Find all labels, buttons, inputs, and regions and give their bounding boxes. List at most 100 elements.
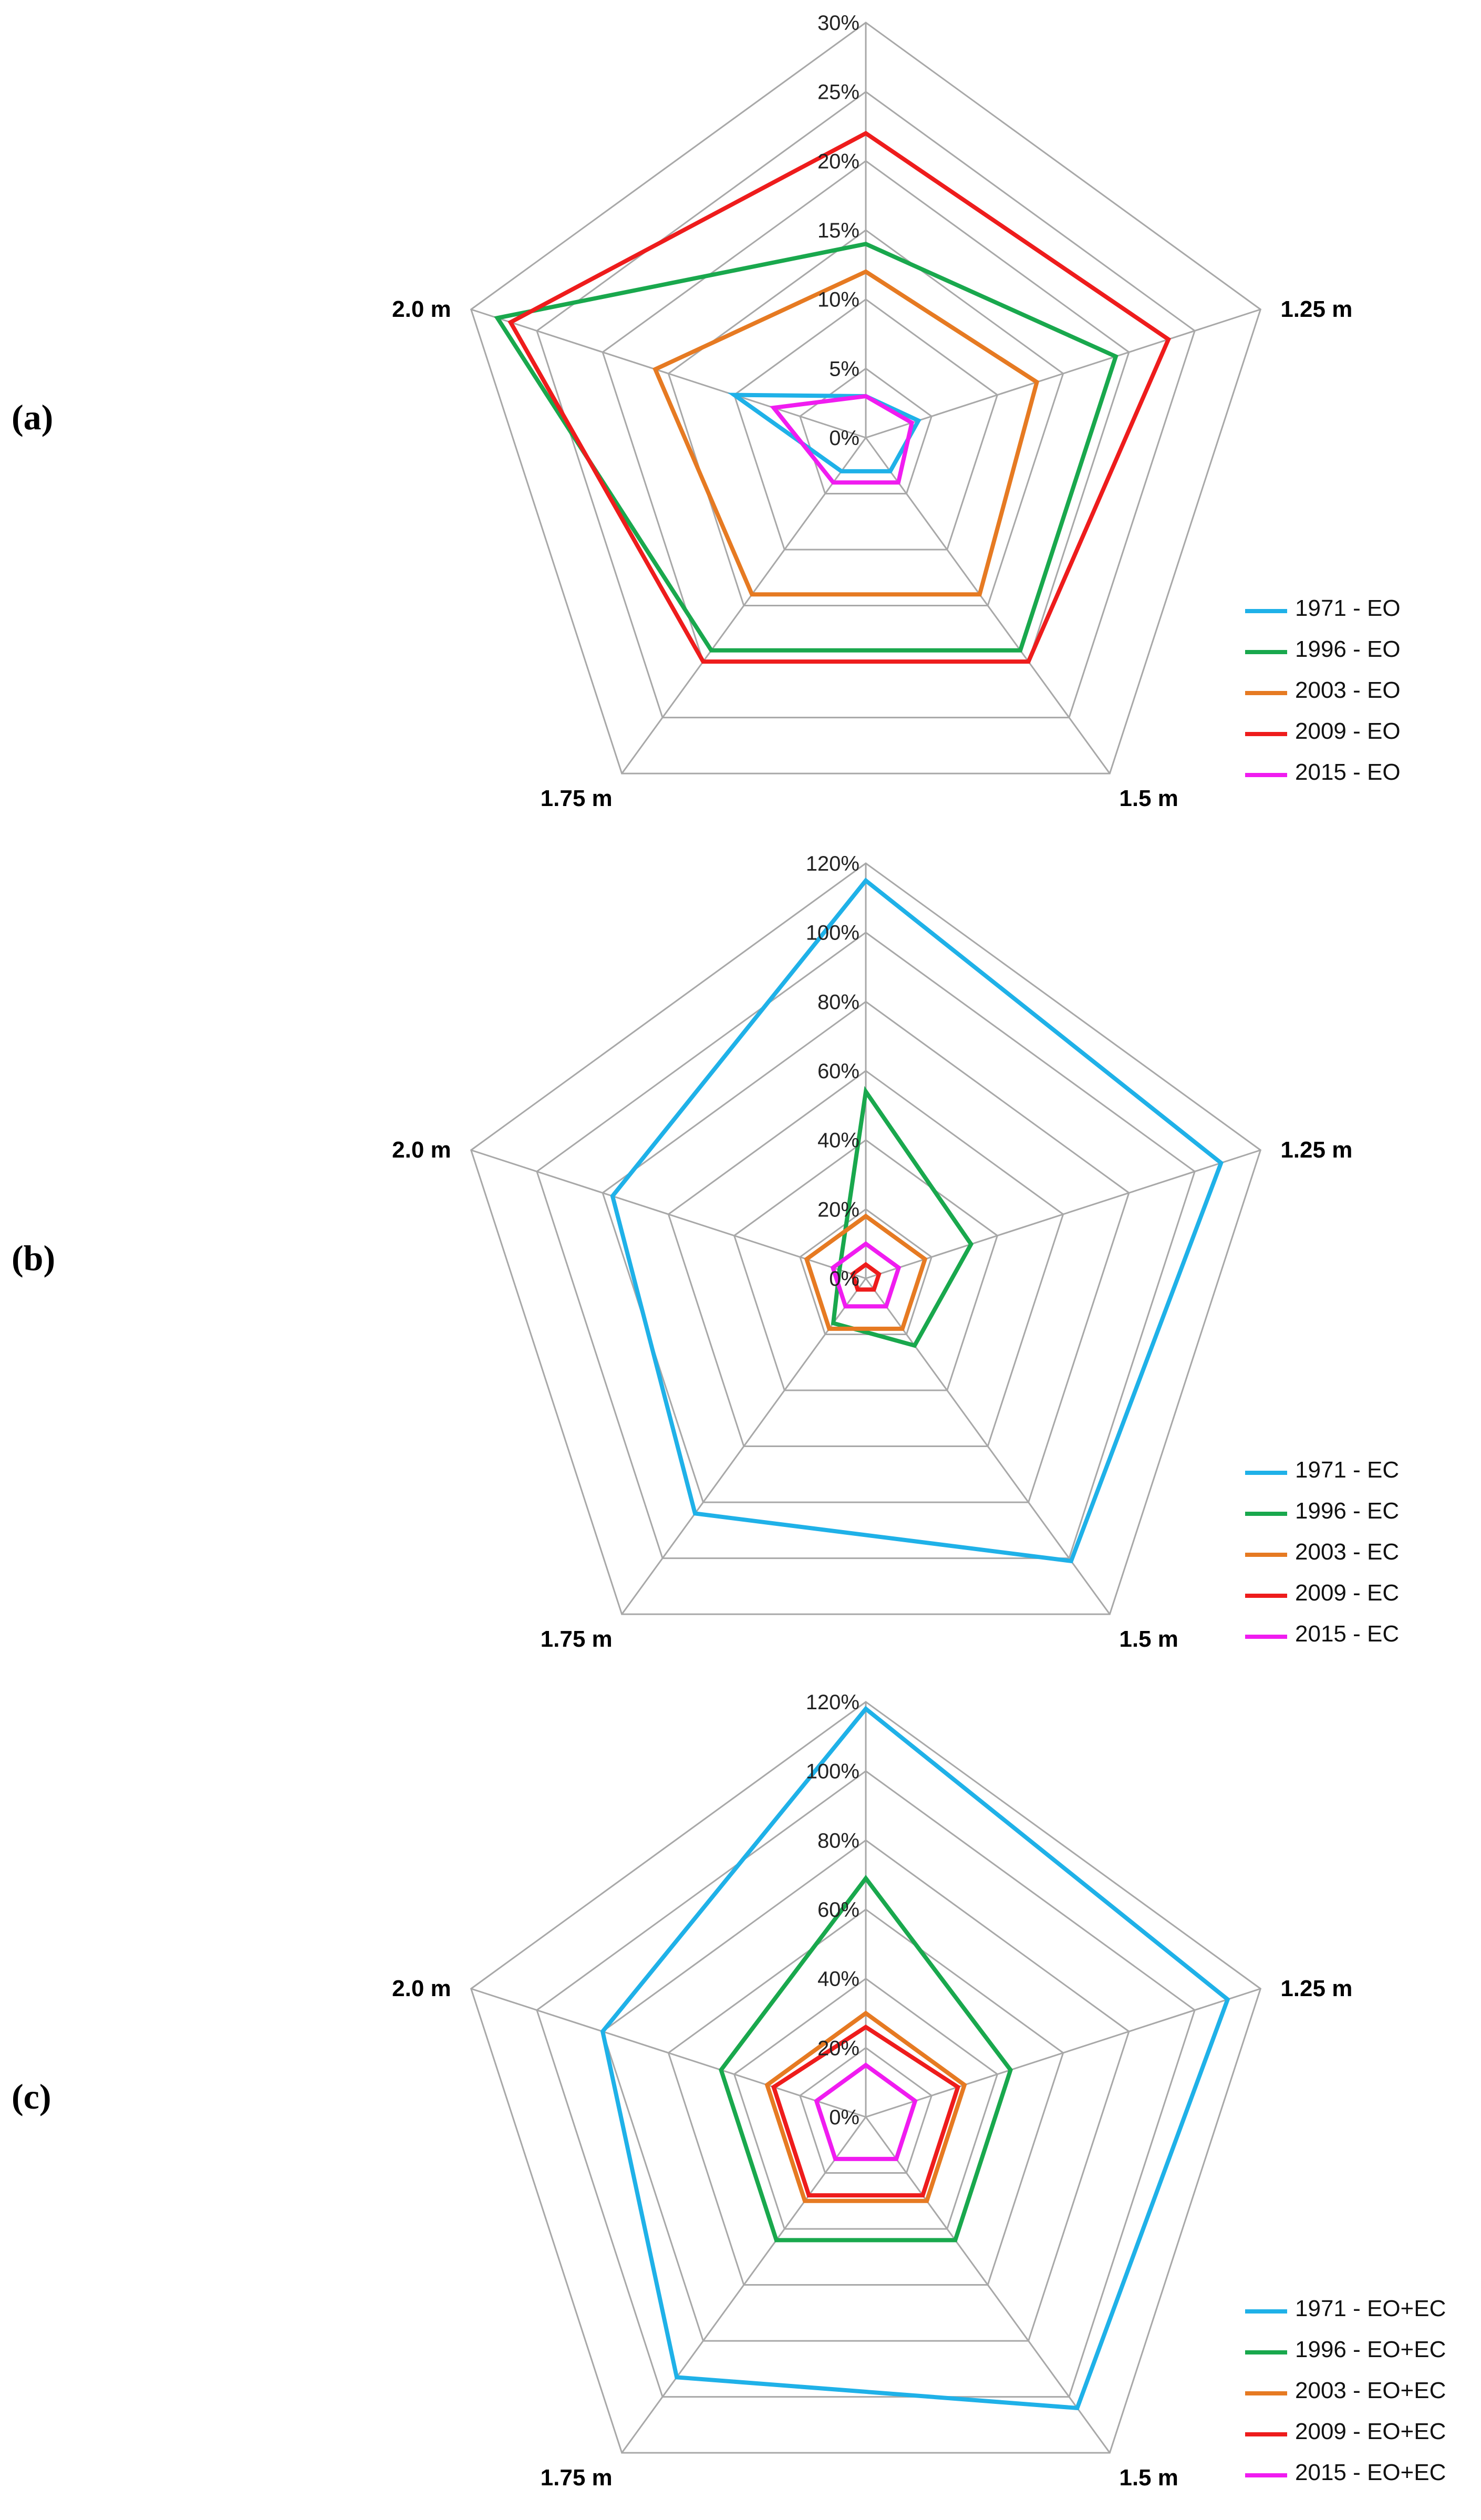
tick-label: 120% [806, 852, 859, 875]
radar-panel-b: 0% 20% 40% 60% 80% 100% 120% 1.25 m 1.5 m 1.75 m 2… [0, 841, 1481, 1681]
tick-label: 20% [817, 2037, 859, 2060]
tick-label: 30% [817, 12, 859, 35]
panel-label-a: (a) [12, 397, 54, 437]
legend-label: 2015 - EC [1295, 1621, 1400, 1647]
grid-spoke [471, 308, 866, 439]
grid-ring [536, 931, 1196, 1559]
category-label: 2.0 m [392, 296, 451, 322]
series-polygon [653, 269, 1040, 597]
grid-spoke [621, 2116, 867, 2454]
category-label: 1.5 m [1119, 2465, 1178, 2491]
radar-panel-c: 0% 20% 40% 60% 80% 100% 120% 1.25 m 1.5 m 1.75 m 2… [0, 1679, 1481, 2520]
category-label: 1.25 m [1280, 1976, 1352, 2001]
legend-item: 1971 - EC [1245, 1453, 1476, 1494]
tick-label: 60% [817, 1898, 859, 1922]
legend-label: 2003 - EC [1295, 1539, 1400, 1565]
tick-label: 60% [817, 1060, 859, 1083]
grid-ring [470, 862, 1262, 1615]
grid-spoke [621, 437, 867, 774]
tick-label: 0% [829, 427, 859, 450]
series-polygon [727, 393, 921, 473]
legend-label: 1971 - EO [1295, 595, 1401, 621]
grid-spoke [621, 1278, 867, 1615]
grid-ring [733, 1139, 999, 1391]
grid-ring [667, 1908, 1064, 2286]
tick-label: 80% [817, 1829, 859, 1852]
legend-item: 1996 - EC [1245, 1494, 1476, 1535]
series-polygon [764, 2010, 967, 2203]
tick-label: 20% [817, 1198, 859, 1221]
series-polygon [508, 131, 1172, 664]
tick-label: 10% [817, 288, 859, 312]
grid-ring [602, 1000, 1130, 1503]
grid-ring [536, 1770, 1196, 2398]
grid-spoke [865, 1988, 1261, 2118]
category-label: 1.5 m [1119, 1626, 1178, 1652]
grid-spoke [865, 308, 1261, 439]
series-polygon [804, 1213, 928, 1331]
legend-c: 1971 - EO+EC 1996 - EO+EC 2003 - EO+EC 2… [1245, 2291, 1476, 2496]
legend-swatch [1245, 1553, 1287, 1557]
tick-label: 80% [817, 990, 859, 1014]
panel-label-b: (b) [12, 1238, 56, 1278]
radar-chart-c: 0% 20% 40% 60% 80% 100% 120% 1.25 m 1.5 m 1.75 m 2… [392, 1691, 1352, 2491]
tick-label: 40% [817, 1968, 859, 1991]
legend-swatch [1245, 2391, 1287, 2395]
grid-ring [536, 90, 1196, 719]
legend-label: 1996 - EC [1295, 1498, 1400, 1524]
category-label: 1.75 m [541, 786, 613, 811]
series-polygon [494, 242, 1118, 653]
category-label: 1.5 m [1119, 786, 1178, 811]
grid-ring [602, 1839, 1130, 2342]
legend-swatch [1245, 609, 1287, 613]
series-polygon [600, 1706, 1230, 2411]
radar-chart-b: 0% 20% 40% 60% 80% 100% 120% 1.25 m 1.5 m 1.75 m 2… [392, 852, 1352, 1652]
tick-label: 5% [829, 357, 859, 380]
grid-ring [667, 1070, 1064, 1448]
legend-b: 1971 - EC 1996 - EC 2003 - EC 2009 - EC … [1245, 1453, 1476, 1658]
legend-item: 2003 - EO [1245, 673, 1476, 714]
legend-item: 1971 - EO+EC [1245, 2291, 1476, 2332]
legend-swatch [1245, 1635, 1287, 1639]
legend-item: 1996 - EO+EC [1245, 2332, 1476, 2373]
series-polygon [610, 877, 1224, 1564]
legend-label: 2009 - EO+EC [1295, 2419, 1446, 2444]
tick-label: 100% [806, 922, 859, 945]
tick-label: 20% [817, 150, 859, 173]
legend-label: 2003 - EO+EC [1295, 2378, 1446, 2403]
series-polygon [770, 394, 915, 485]
tick-label: 25% [817, 81, 859, 104]
legend-item: 2015 - EO+EC [1245, 2455, 1476, 2496]
series-polygon [771, 2025, 961, 2198]
legend-item: 2015 - EC [1245, 1617, 1476, 1658]
legend-item: 1971 - EO [1245, 591, 1476, 632]
series-polygon [850, 1262, 882, 1292]
category-label: 1.25 m [1280, 1137, 1352, 1163]
grid-spoke [865, 437, 1111, 774]
legend-label: 2009 - EO [1295, 718, 1401, 744]
grid-ring [799, 367, 933, 495]
legend-label: 2003 - EO [1295, 677, 1401, 703]
radar-panel-a: 0% 5% 10% 15% 20% 25% 30% 1.25 m 1.5 m 1.75 m 2.0 … [0, 0, 1481, 841]
legend-swatch [1245, 2473, 1287, 2477]
grid-ring [733, 1977, 999, 2230]
radar-chart-a: 0% 5% 10% 15% 20% 25% 30% 1.25 m 1.5 m 1.75 m 2.0 … [392, 12, 1352, 811]
legend-label: 1971 - EC [1295, 1457, 1400, 1483]
legend-label: 1996 - EO [1295, 636, 1401, 662]
legend-swatch [1245, 2350, 1287, 2354]
tick-label: 0% [829, 2106, 859, 2129]
grid-ring [799, 1208, 933, 1336]
tick-label: 0% [829, 1267, 859, 1290]
legend-swatch [1245, 1471, 1287, 1475]
grid-spoke [471, 1988, 866, 2118]
legend-swatch [1245, 1594, 1287, 1598]
legend-swatch [1245, 2432, 1287, 2436]
series-polygon [814, 2062, 918, 2161]
grid-spoke [471, 1149, 866, 1279]
legend-swatch [1245, 773, 1287, 777]
legend-label: 2009 - EC [1295, 1580, 1400, 1606]
tick-label: 100% [806, 1760, 859, 1783]
grid-ring [470, 22, 1262, 774]
tick-label: 40% [817, 1129, 859, 1152]
legend-item: 2015 - EO [1245, 755, 1476, 796]
